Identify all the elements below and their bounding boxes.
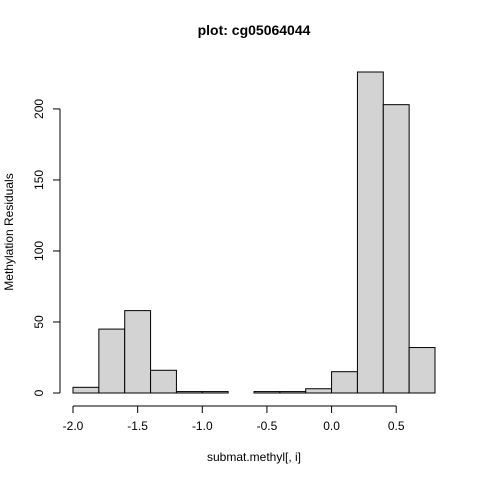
y-tick-label: 150 <box>32 170 46 190</box>
x-tick-label: -1.5 <box>127 419 148 433</box>
y-tick-label: 0 <box>32 389 46 396</box>
histogram-bar <box>382 104 410 394</box>
x-tick-label: -0.5 <box>257 419 278 433</box>
y-tick-label: 200 <box>32 99 46 119</box>
bars-group <box>72 71 436 394</box>
x-tick-label: -1.0 <box>192 419 213 433</box>
x-tick-label: 0.5 <box>388 419 405 433</box>
x-tick-label: 0.0 <box>323 419 340 433</box>
histogram-bar <box>72 386 100 394</box>
y-tick-label: 50 <box>32 315 46 329</box>
histogram-bar <box>356 71 384 394</box>
y-tick-label: 100 <box>32 241 46 261</box>
histogram-bar <box>124 310 152 394</box>
histogram-bar <box>253 391 281 394</box>
histogram-bar <box>331 371 358 394</box>
x-tick-label: -2.0 <box>63 419 84 433</box>
histogram-bar <box>150 369 177 394</box>
y-axis: 0 50 100 150 200 <box>32 99 61 396</box>
y-axis-label: Methylation Residuals <box>2 173 16 290</box>
histogram-bar <box>408 347 436 394</box>
histogram-bar <box>98 328 126 394</box>
chart-title: plot: cg05064044 <box>198 22 311 38</box>
histogram-bar <box>201 391 229 394</box>
histogram-bar <box>305 388 333 394</box>
histogram-bar <box>175 391 203 394</box>
x-axis-label: submat.methyl[, i] <box>207 450 301 464</box>
histogram-bar <box>279 391 307 394</box>
x-axis: -2.0 -1.5 -1.0 -0.5 0.0 0.5 <box>63 405 405 433</box>
